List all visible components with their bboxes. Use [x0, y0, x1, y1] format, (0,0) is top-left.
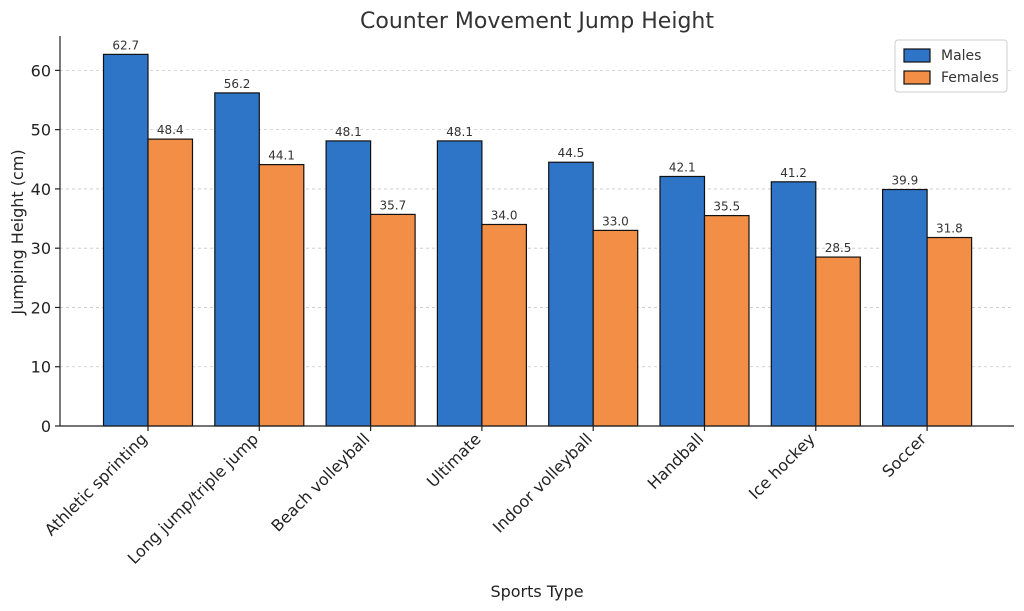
x-category-label: Beach volleyball [267, 429, 373, 535]
data-label: 34.0 [491, 208, 518, 222]
y-tick-label: 40 [31, 180, 51, 199]
x-category-label: Soccer [878, 429, 930, 481]
data-label: 44.1 [268, 149, 295, 163]
y-tick-label: 50 [31, 121, 51, 140]
data-label: 56.2 [224, 77, 251, 91]
legend: Males Females [894, 39, 1008, 93]
y-tick-label: 20 [31, 298, 51, 317]
x-category-label: Ultimate [423, 429, 485, 491]
bar-females [370, 213, 416, 427]
data-label: 44.5 [558, 146, 585, 160]
bar-females [258, 164, 305, 427]
x-category-label: Handball [644, 429, 708, 493]
data-label: 35.7 [379, 198, 406, 212]
data-label: 35.5 [713, 200, 740, 214]
bar-females [815, 256, 861, 427]
data-label: 62.7 [112, 38, 139, 52]
x-category-label: Long jump/triple jump [124, 429, 262, 567]
bar-males [214, 92, 260, 427]
gridlines [60, 69, 1014, 368]
bars [102, 53, 973, 427]
bar-males [102, 53, 149, 427]
bar-males [548, 161, 594, 427]
bar-females [481, 223, 527, 427]
y-ticks: 0 10 20 30 40 50 60 [31, 61, 60, 436]
legend-swatch-females [903, 70, 931, 85]
bar-males [659, 175, 706, 427]
x-category-label: Ice hockey [745, 429, 819, 503]
data-labels: 62.7 48.4 56.2 44.1 48.1 35.7 48.1 34.0 44.5 33.0… [112, 38, 962, 255]
bar-males [881, 188, 928, 427]
data-label: 48.4 [157, 123, 184, 137]
bar-males [325, 140, 372, 427]
legend-label-females: Females [941, 70, 999, 86]
x-axis-label: Sports Type [490, 582, 583, 601]
y-tick-label: 60 [31, 61, 51, 80]
y-tick-label: 0 [41, 417, 51, 436]
chart-title: Counter Movement Jump Height [360, 9, 714, 34]
bar-females [147, 138, 194, 427]
y-tick-label: 10 [31, 358, 51, 377]
data-label: 28.5 [825, 241, 852, 255]
bar-females [592, 229, 639, 427]
bar-females [926, 236, 973, 427]
y-axis-label: Jumping Height (cm) [8, 149, 27, 315]
data-label: 33.0 [602, 214, 629, 228]
legend-swatch-males [903, 48, 931, 63]
data-label: 39.9 [891, 174, 918, 188]
data-label: 41.2 [780, 166, 807, 180]
data-label: 48.1 [446, 125, 473, 139]
bar-males [770, 181, 817, 427]
legend-label-males: Males [941, 48, 981, 64]
data-label: 31.8 [936, 222, 963, 236]
x-category-label: Athletic sprinting [41, 429, 151, 539]
x-category-label: Indoor volleyball [489, 429, 596, 536]
y-tick-label: 30 [31, 239, 51, 258]
axes [59, 36, 1014, 427]
data-label: 48.1 [335, 125, 362, 139]
data-label: 42.1 [669, 160, 696, 174]
bar-females [703, 214, 750, 427]
bar-males [436, 140, 483, 427]
